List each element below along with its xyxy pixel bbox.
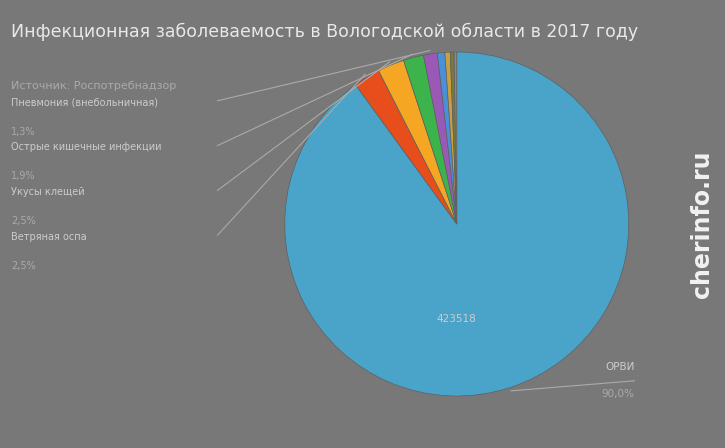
- Text: Инфекционная заболеваемость в Вологодской области в 2017 году: Инфекционная заболеваемость в Вологодско…: [11, 22, 638, 41]
- Text: 1,3%: 1,3%: [11, 127, 36, 137]
- Text: cherinfo.ru: cherinfo.ru: [690, 150, 714, 298]
- Wedge shape: [454, 52, 457, 224]
- Text: 2,5%: 2,5%: [11, 216, 36, 226]
- Text: Укусы клещей: Укусы клещей: [11, 187, 85, 197]
- Text: 90,0%: 90,0%: [602, 389, 634, 399]
- Wedge shape: [378, 60, 457, 224]
- Wedge shape: [437, 52, 457, 224]
- Text: ОРВИ: ОРВИ: [605, 362, 634, 372]
- Text: 2,5%: 2,5%: [11, 261, 36, 271]
- Text: 423518: 423518: [437, 314, 476, 323]
- Wedge shape: [445, 52, 457, 224]
- Text: Источник: Роспотребнадзор: Источник: Роспотребнадзор: [11, 81, 176, 90]
- Text: 1,9%: 1,9%: [11, 172, 36, 181]
- Wedge shape: [285, 52, 629, 396]
- Wedge shape: [450, 52, 457, 224]
- Text: Острые кишечные инфекции: Острые кишечные инфекции: [11, 142, 162, 152]
- Text: Пневмония (внебольничная): Пневмония (внебольничная): [11, 98, 158, 108]
- Wedge shape: [356, 71, 457, 224]
- Text: Ветряная оспа: Ветряная оспа: [11, 232, 86, 242]
- Wedge shape: [423, 53, 457, 224]
- Wedge shape: [404, 55, 457, 224]
